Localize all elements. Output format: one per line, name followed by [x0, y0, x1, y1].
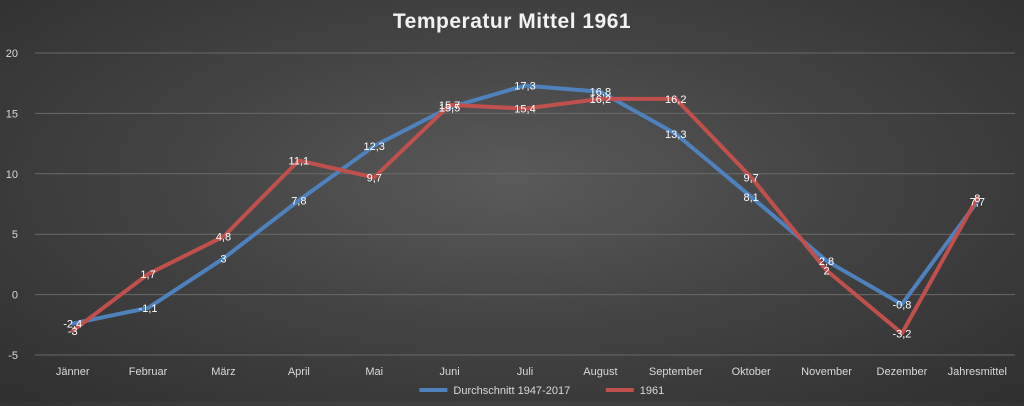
x-tick-label: Jänner: [56, 366, 90, 378]
y-tick-label: 20: [6, 48, 18, 60]
data-label: -2,4: [63, 319, 82, 331]
x-tick-label: Mai: [365, 366, 383, 378]
series-line: [70, 96, 980, 336]
data-label: 16,2: [590, 94, 611, 106]
x-tick-label: Juli: [517, 366, 534, 378]
data-label: 2: [823, 265, 829, 277]
data-label: 7,7: [970, 197, 985, 209]
data-label: 12,3: [364, 141, 385, 153]
y-tick-label: 10: [6, 169, 18, 181]
data-label: 13,3: [665, 129, 686, 141]
data-label: 8: [974, 193, 980, 205]
data-label: 9,7: [744, 172, 759, 184]
data-label: 16,8: [590, 87, 611, 99]
x-tick-label: September: [649, 366, 703, 378]
legend-label: Durchschnitt 1947-2017: [453, 385, 570, 397]
x-tick-label: Februar: [129, 366, 168, 378]
y-tick-label: 5: [12, 229, 18, 241]
x-tick-label: Jahresmittel: [948, 366, 1007, 378]
data-label: 15,7: [439, 100, 460, 112]
x-tick-label: April: [288, 366, 310, 378]
y-tick-label: 15: [6, 108, 18, 120]
data-label: 15,4: [514, 104, 535, 116]
data-label: 8,1: [744, 192, 759, 204]
legend-label: 1961: [640, 385, 664, 397]
data-label: 2,8: [819, 256, 834, 268]
data-label: 1,7: [140, 269, 155, 281]
data-label: -0,8: [892, 299, 911, 311]
data-label: 11,1: [289, 156, 310, 168]
data-label: 3: [220, 253, 226, 265]
data-label: 9,7: [367, 172, 382, 184]
data-label: 7,8: [291, 195, 306, 207]
x-tick-label: Oktober: [732, 366, 771, 378]
x-tick-label: August: [583, 366, 617, 378]
x-tick-label: November: [801, 366, 852, 378]
x-tick-label: Juni: [440, 366, 460, 378]
data-label: -3: [68, 326, 78, 338]
x-tick-label: März: [211, 366, 235, 378]
data-label: 16,2: [665, 94, 686, 106]
data-label: -1,1: [139, 303, 158, 315]
data-label: 17,3: [514, 81, 535, 93]
data-label: 15,5: [439, 102, 460, 114]
data-label: 4,8: [216, 232, 231, 244]
chart-title: Temperatur Mittel 1961: [392, 10, 632, 33]
x-tick-label: Dezember: [877, 366, 928, 378]
y-tick-label: -5: [8, 350, 18, 362]
series-line: [70, 83, 980, 326]
y-tick-label: 0: [12, 290, 18, 302]
data-label: -3,2: [892, 328, 911, 340]
